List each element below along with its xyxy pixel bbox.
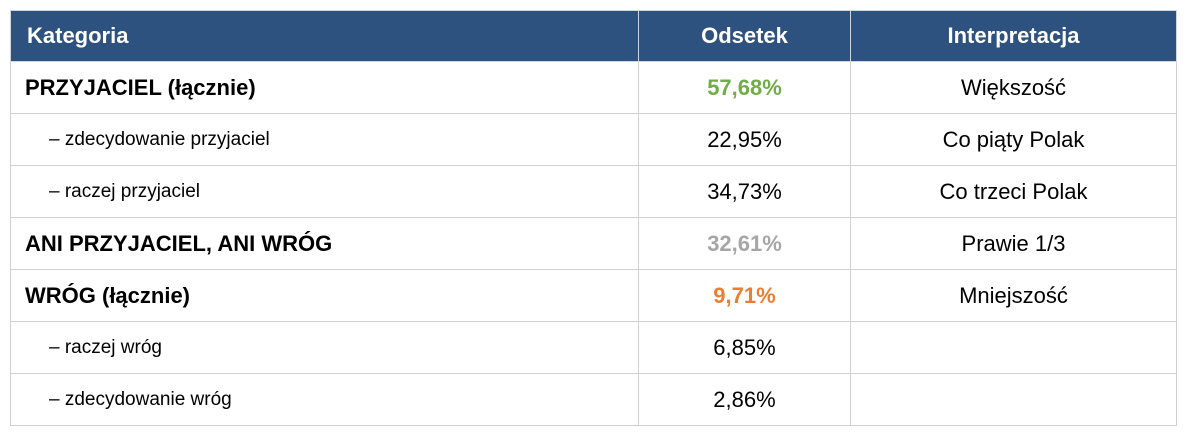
share-cell: 9,71%	[638, 269, 851, 322]
share-cell: 32,61%	[638, 217, 851, 270]
table-body: PRZYJACIEL (łącznie) 57,68% Większość – zde…	[10, 61, 1177, 426]
category-cell: – raczej przyjaciel	[10, 165, 639, 218]
table-row: PRZYJACIEL (łącznie) 57,68% Większość	[10, 61, 1177, 114]
category-cell: – zdecydowanie przyjaciel	[10, 113, 639, 166]
data-table: Kategoria Odsetek Interpretacja PRZYJACI…	[10, 10, 1177, 426]
share-cell: 57,68%	[638, 61, 851, 114]
category-cell: – zdecydowanie wróg	[10, 373, 639, 426]
header-cell: Kategoria	[10, 10, 639, 62]
table-row: – zdecydowanie wróg 2,86%	[10, 373, 1177, 426]
header-cell: Odsetek	[638, 10, 851, 62]
table-row: – zdecydowanie przyjaciel 22,95% Co piąty …	[10, 113, 1177, 166]
category-cell: ANI PRZYJACIEL, ANI WRÓG	[10, 217, 639, 270]
category-cell: – raczej wróg	[10, 321, 639, 374]
interpretation-cell: Mniejszość	[850, 269, 1177, 322]
interpretation-cell: Co trzeci Polak	[850, 165, 1177, 218]
table-row: ANI PRZYJACIEL, ANI WRÓG 32,61% Prawie 1/3	[10, 217, 1177, 270]
table-row: – raczej wróg 6,85%	[10, 321, 1177, 374]
share-cell: 34,73%	[638, 165, 851, 218]
header-row: Kategoria Odsetek Interpretacja	[10, 10, 1177, 62]
table-row: WRÓG (łącznie) 9,71% Mniejszość	[10, 269, 1177, 322]
category-cell: PRZYJACIEL (łącznie)	[10, 61, 639, 114]
interpretation-cell: Większość	[850, 61, 1177, 114]
interpretation-cell	[850, 321, 1177, 374]
interpretation-cell: Prawie 1/3	[850, 217, 1177, 270]
share-cell: 6,85%	[638, 321, 851, 374]
interpretation-cell	[850, 373, 1177, 426]
share-cell: 22,95%	[638, 113, 851, 166]
interpretation-cell: Co piąty Polak	[850, 113, 1177, 166]
table-row: – raczej przyjaciel 34,73% Co trzeci Polak	[10, 165, 1177, 218]
category-cell: WRÓG (łącznie)	[10, 269, 639, 322]
share-cell: 2,86%	[638, 373, 851, 426]
header-cell: Interpretacja	[850, 10, 1177, 62]
